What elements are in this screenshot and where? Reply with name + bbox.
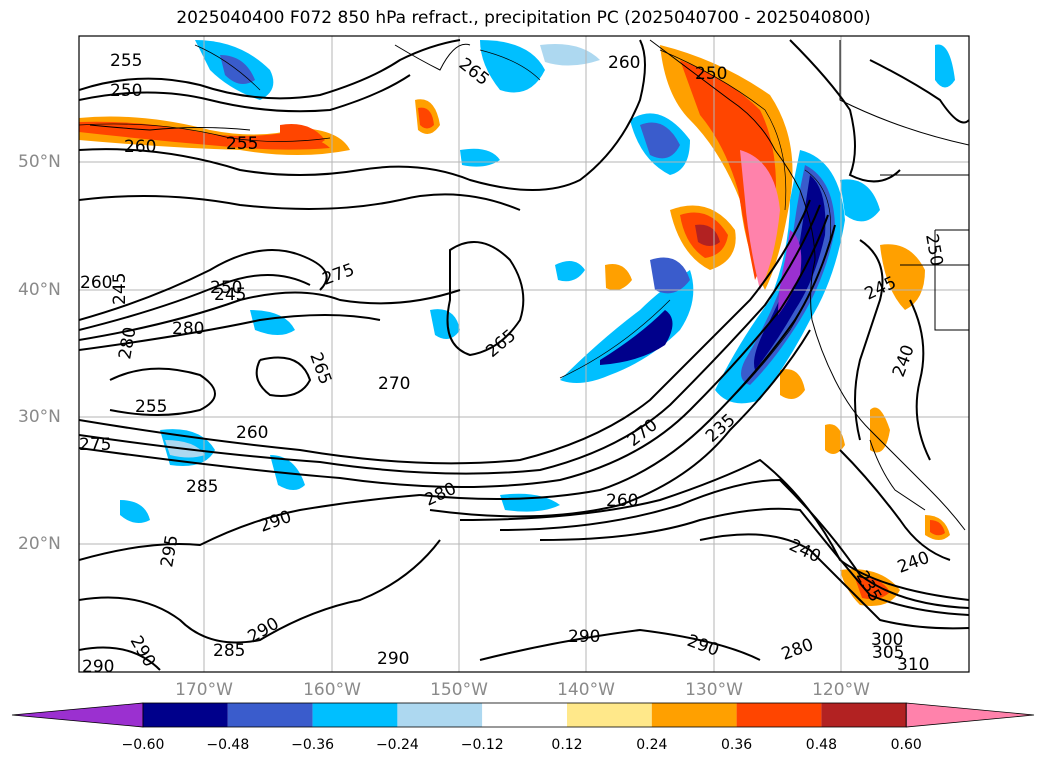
lon-label: 150°W <box>430 680 488 700</box>
contour-label: 305 <box>872 643 904 663</box>
colorbar-tick-label: −0.60 <box>121 737 165 753</box>
contour-label: 250 <box>210 278 242 298</box>
contour-label: 245 <box>110 273 130 305</box>
lat-label: 30°N <box>18 407 61 427</box>
lon-label: 170°W <box>175 680 233 700</box>
contour-label: 245 <box>214 285 246 305</box>
colorbar-segment <box>736 703 822 727</box>
colorbar-segment <box>567 703 652 727</box>
colorbar-tick-label: −0.36 <box>291 737 335 753</box>
lon-label: 130°W <box>685 680 743 700</box>
colorbar-tick-label: 0.60 <box>890 737 922 753</box>
contour-label: 290 <box>568 627 600 647</box>
colorbar-tick-label: −0.12 <box>460 737 504 753</box>
contour-label: 285 <box>186 477 218 497</box>
page-title: 2025040400 F072 850 hPa refract., precip… <box>176 8 871 28</box>
lon-label: 120°W <box>812 680 870 700</box>
colorbar <box>11 702 1035 728</box>
colorbar-tick-label: 0.36 <box>721 737 753 753</box>
colorbar-segment <box>651 703 737 727</box>
colorbar-tick-label: −0.24 <box>375 737 419 753</box>
contour-label: 260 <box>80 273 112 293</box>
contour-label: 275 <box>79 435 111 455</box>
contour-label: 310 <box>897 655 929 675</box>
colorbar-tick-label: 0.24 <box>636 737 668 753</box>
lat-label: 40°N <box>18 280 61 300</box>
colorbar-segment <box>821 703 907 727</box>
colorbar-segment <box>482 703 567 727</box>
contour-label: 290 <box>377 649 409 669</box>
lon-label: 140°W <box>557 680 615 700</box>
lat-label: 20°N <box>18 534 61 554</box>
contour-label: 255 <box>110 51 142 71</box>
colorbar-extend-high <box>905 702 1035 728</box>
contour-label: 290 <box>82 657 114 677</box>
contour-label: 255 <box>226 134 258 154</box>
lat-label: 50°N <box>18 152 61 172</box>
gridlines <box>79 36 969 672</box>
colorbar-tick-label: 0.12 <box>551 737 583 753</box>
contour-label: 260 <box>236 423 268 443</box>
colorbar-segment <box>143 703 228 727</box>
precipitation-shading <box>79 40 955 606</box>
colorbar-segment <box>227 703 313 727</box>
coastlines <box>89 39 969 531</box>
colorbar-frame <box>142 702 907 728</box>
contour-label: 280 <box>172 319 204 339</box>
contour-label: 285 <box>213 641 245 661</box>
refractivity-contours-thin <box>79 44 831 401</box>
contour-label: 250 <box>110 81 142 101</box>
colorbar-tick-label: 0.48 <box>805 737 837 753</box>
colorbar-tick-label: −0.48 <box>206 737 250 753</box>
contour-label: 250 <box>695 64 727 84</box>
colorbar-segment <box>397 703 483 727</box>
contour-label: 300 <box>871 630 903 650</box>
lon-label: 160°W <box>303 680 361 700</box>
refractivity-contours <box>79 39 969 671</box>
colorbar-extend-low <box>11 702 144 728</box>
contour-label: 255 <box>135 397 167 417</box>
contour-label: 260 <box>606 491 638 511</box>
contour-label: 270 <box>378 374 410 394</box>
contour-label: 260 <box>124 137 156 157</box>
contour-label: 260 <box>608 53 640 73</box>
colorbar-segment <box>312 703 398 727</box>
